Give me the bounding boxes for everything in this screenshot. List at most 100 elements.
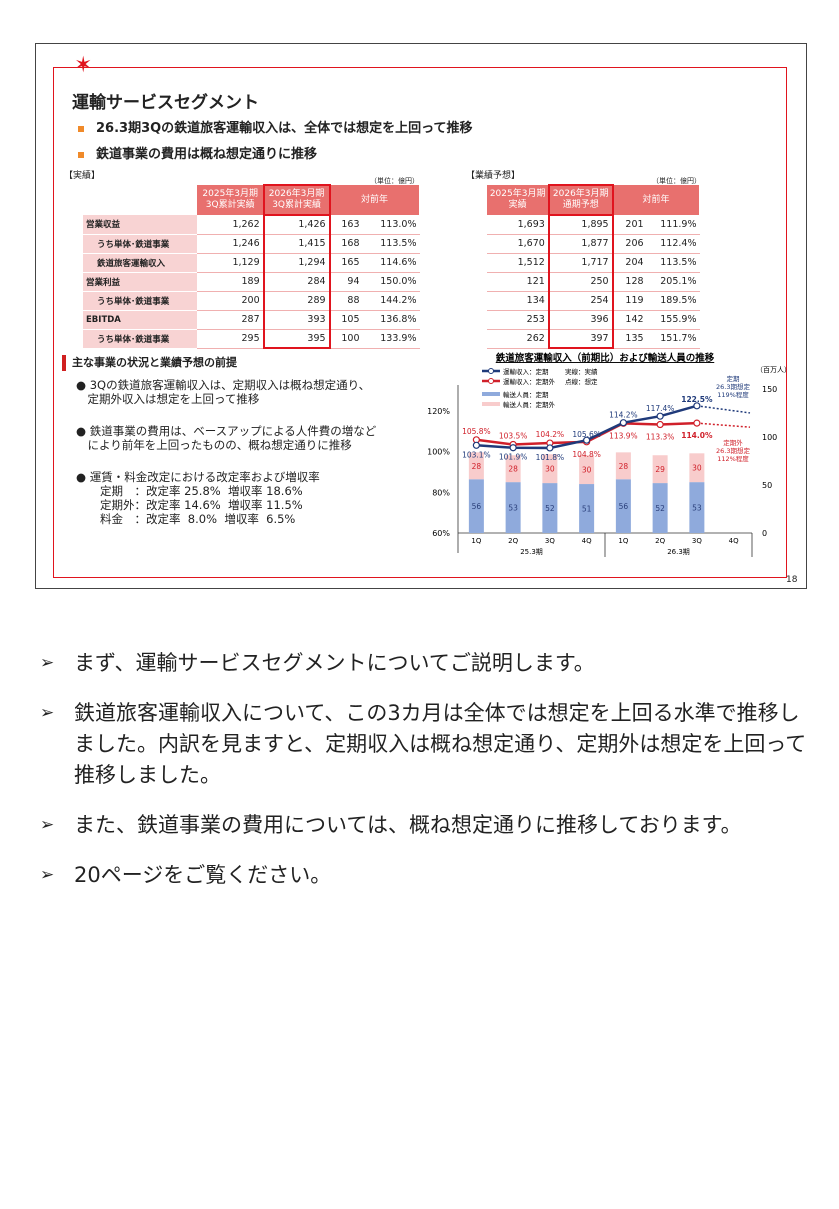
value-diff: 100 — [329, 329, 363, 349]
data-label-teiki: 122.5% — [681, 395, 713, 404]
arrow-bullet-icon: ➢ — [40, 703, 55, 723]
value-diff: 119 — [612, 291, 647, 311]
forecast-line — [696, 405, 751, 414]
row-label: うち単体･鉄道事業 — [83, 291, 197, 311]
bar-label-teikigai: 29 — [655, 465, 665, 474]
data-label-teikigai: 105.8% — [462, 427, 491, 436]
table-row: 1,512 1,717 204 113.5% — [487, 253, 700, 273]
value-cur: 1,895 — [547, 215, 614, 235]
x-tick: 3Q — [545, 537, 555, 545]
value-ratio: 136.8% — [362, 310, 420, 330]
row-label: 営業収益 — [83, 215, 197, 235]
value-prev: 1,129 — [196, 253, 264, 273]
line-marker — [546, 444, 554, 452]
value-ratio: 205.1% — [646, 272, 700, 292]
x-group-label: 25.3期 — [520, 548, 543, 556]
value-prev: 1,246 — [196, 234, 264, 254]
value-ratio: 114.6% — [362, 253, 420, 273]
bar-teikigai — [468, 452, 484, 480]
row-label: 営業利益 — [83, 272, 197, 292]
bar-teiki — [615, 479, 631, 533]
value-ratio: 151.7% — [646, 329, 700, 349]
x-tick: 1Q — [471, 537, 481, 545]
y-right-tick: 0 — [762, 529, 767, 538]
row-label: EBITDA — [83, 310, 197, 330]
value-diff: 105 — [329, 310, 363, 330]
bar-teiki — [542, 483, 558, 533]
data-label-teiki: 114.2% — [609, 411, 638, 420]
arrow-bullet-icon: ➢ — [40, 865, 55, 885]
table-row: EBITDA 287 393 105 136.8% — [83, 310, 420, 330]
value-cur: 250 — [547, 272, 614, 292]
line-marker — [583, 436, 591, 444]
y-left-tick: 120% — [427, 407, 450, 416]
data-label-teiki: 101.9% — [499, 453, 528, 462]
value-cur: 395 — [262, 329, 331, 349]
annotation-teikigai: 112%程度 — [717, 454, 749, 463]
ridership-revenue-chart: 鉄道旅客運輸収入（前期比）および輸送人員の推移運輸収入：定期運輸収入：定期外実線… — [427, 352, 791, 557]
value-diff: 135 — [612, 329, 647, 349]
data-label-teiki: 117.4% — [646, 404, 675, 413]
premise-heading: 主な事業の状況と業績予想の前提 — [62, 355, 237, 371]
value-cur: 396 — [547, 310, 614, 330]
value-diff: 163 — [329, 215, 363, 235]
value-ratio: 189.5% — [646, 291, 700, 311]
square-bullet-icon — [78, 151, 84, 158]
arrow-bullet-icon: ➢ — [40, 815, 55, 835]
line-marker — [656, 420, 664, 429]
premise-item: ● 3Qの鉄道旅客運輸収入は、定期収入は概ね想定通り、 定期外収入は想定を上回っ… — [76, 378, 371, 406]
bullet: 26.3期3Qの鉄道旅客運輸収入は、全体では想定を上回って推移 — [78, 117, 473, 136]
value-prev: 287 — [196, 310, 264, 330]
note-text: また、鉄道事業の費用については、概ね想定通りに推移しております。 — [74, 813, 742, 837]
value-prev: 134 — [487, 291, 549, 311]
note-item: ➢ 20ページをご覧ください。 — [40, 860, 810, 891]
data-label-teikigai: 104.2% — [536, 430, 565, 439]
table-row: 鉄道旅客運輸収入 1,129 1,294 165 114.6% — [83, 253, 420, 273]
bar-label-teiki: 53 — [508, 504, 518, 513]
line-marker — [619, 419, 627, 427]
value-prev: 189 — [196, 272, 264, 292]
note-item: ➢ また、鉄道事業の費用については、概ね想定通りに推移しております。 — [40, 810, 810, 841]
value-diff: 94 — [329, 272, 363, 292]
table-row: 1,670 1,877 206 112.4% — [487, 234, 700, 254]
premise-text: 3Qの鉄道旅客運輸収入は、定期収入は概ね想定通り、 — [89, 378, 371, 392]
x-tick: 3Q — [692, 537, 702, 545]
legend-marker — [488, 378, 494, 384]
bar-label-teiki: 51 — [582, 505, 592, 514]
value-diff: 142 — [612, 310, 647, 330]
note-text: 鉄道旅客運輸収入について、この3カ月は全体では想定を上回る水準で推移しました。内… — [74, 701, 807, 787]
data-label-teikigai: 113.3% — [646, 433, 675, 442]
table-row: 134 254 119 189.5% — [487, 291, 700, 311]
results-unit: （単位：億円） — [370, 177, 419, 185]
table-row: 1,693 1,895 201 111.9% — [487, 215, 700, 235]
value-prev: 121 — [487, 272, 549, 292]
value-diff: 165 — [329, 253, 363, 273]
bar-teikigai — [615, 452, 631, 480]
value-diff: 204 — [612, 253, 647, 273]
table-row: 253 396 142 155.9% — [487, 310, 700, 330]
y-right-tick: 150 — [762, 385, 777, 394]
forecast-unit: （単位：億円） — [652, 177, 701, 185]
legend-swatch — [482, 402, 500, 406]
table-row: 営業収益 1,262 1,426 163 113.0% — [83, 215, 420, 235]
bullet: 鉄道事業の費用は概ね想定通りに推移 — [78, 143, 317, 162]
value-diff: 168 — [329, 234, 363, 254]
x-tick: 4Q — [729, 537, 739, 545]
note-text: まず、運輸サービスセグメントについてご説明します。 — [74, 651, 595, 675]
data-label-teiki: 103.1% — [462, 450, 491, 459]
bar-label-teikigai: 28 — [619, 462, 629, 471]
x-tick: 2Q — [508, 537, 518, 545]
header-cur: 2026年3月期 通期予想 — [547, 184, 614, 216]
value-diff: 128 — [612, 272, 647, 292]
value-prev: 295 — [196, 329, 264, 349]
bar-label-teiki: 53 — [692, 504, 702, 513]
premise-list: ● 3Qの鉄道旅客運輸収入は、定期収入は概ね想定通り、 定期外収入は想定を上回っ… — [76, 378, 416, 526]
results-section-label: 【実績】 — [64, 171, 101, 181]
note-item: ➢ まず、運輸サービスセグメントについてご説明します。 — [40, 648, 810, 679]
row-label: うち単体･鉄道事業 — [83, 234, 197, 254]
rate-row: 定期 ：改定率 25.8% 増収率 18.6% — [100, 484, 303, 498]
table-row: 262 397 135 151.7% — [487, 329, 700, 349]
x-group-label: 26.3期 — [667, 548, 690, 556]
value-prev: 262 — [487, 329, 549, 349]
page-number: 18 — [786, 575, 798, 585]
